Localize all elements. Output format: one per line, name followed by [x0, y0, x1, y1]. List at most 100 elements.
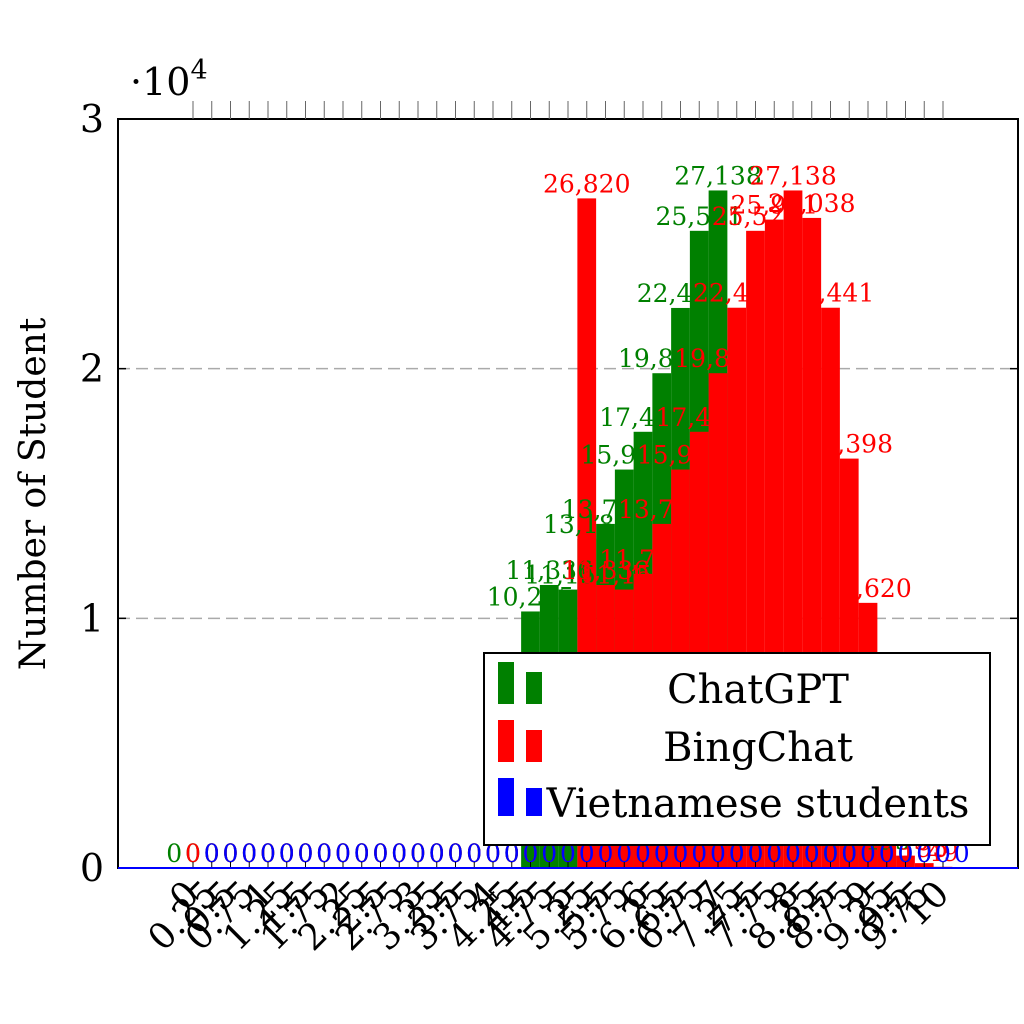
bar-value-label: 0 — [335, 839, 351, 868]
bar-value-label: 13,782 — [562, 495, 649, 524]
bar-value-label: 0 — [373, 839, 389, 868]
bar-value-label: 0 — [748, 839, 764, 868]
bar-value-label: 0 — [485, 839, 501, 868]
y-multiplier-exponent: 4 — [190, 55, 207, 86]
bar-value-label: 0 — [485, 839, 501, 868]
y-tick-label: 2 — [80, 347, 104, 391]
bar-value-label: 0 — [260, 839, 276, 868]
bar-value-label: 0 — [260, 839, 276, 868]
bar-value-label: 22,441 — [787, 279, 874, 308]
bar-value-label: 13,182 — [543, 510, 630, 539]
bar-value-label: 25,971 — [731, 191, 818, 220]
bar-value-label: 0 — [541, 839, 557, 868]
bar-value-label: 0 — [616, 839, 632, 868]
bar-value-label: 0 — [598, 839, 614, 868]
bar-value-label: 0 — [448, 839, 464, 868]
bar-value-label: 0 — [354, 839, 370, 868]
legend-swatch-bingchat-b — [526, 730, 542, 762]
bar-value-label: 0 — [260, 839, 276, 868]
legend-swatch-chatgpt-b — [526, 672, 542, 704]
bar-value-label: 0 — [766, 839, 782, 868]
bar-value-label: 0 — [841, 839, 857, 868]
bar-value-label: 0 — [391, 839, 407, 868]
bar-value-label: 0 — [804, 839, 820, 868]
bar-value-label: 0 — [448, 839, 464, 868]
bar-value-label: 11,782 — [599, 545, 686, 574]
bar-value-label: 0 — [298, 839, 314, 868]
bar-value-label: 0 — [860, 839, 876, 868]
bar-value-label: 10,620 — [824, 574, 911, 603]
bar-value-label: 0 — [916, 839, 932, 868]
bar-value-label: 0 — [635, 839, 651, 868]
bar-value-label: 0 — [391, 839, 407, 868]
bar-value-label: 0 — [204, 839, 220, 868]
bar-value-label: 0 — [410, 839, 426, 868]
bar-value-label: 0 — [298, 839, 314, 868]
legend-box — [483, 652, 991, 846]
bar-value-label: 0 — [560, 839, 576, 868]
bar-value-label: 10,275 — [487, 582, 574, 611]
bar-value-label: 0 — [879, 839, 895, 868]
bar-value-label: 0 — [504, 839, 520, 868]
bar-value-label: 15,959 — [637, 441, 724, 470]
bar-value-label: 0 — [241, 839, 257, 868]
y-multiplier-label: ·104 — [130, 55, 208, 104]
bar-value-label: 0 — [785, 839, 801, 868]
bar-value-label: 0 — [673, 839, 689, 868]
bar-value-label: 22,432 — [637, 279, 724, 308]
bar-value-label: 26,820 — [543, 169, 630, 198]
bar-value-label: 0 — [748, 839, 764, 868]
bar-value-label: 0 — [391, 839, 407, 868]
bar-value-label: 11,336 — [562, 556, 649, 585]
bar-value-label: 0 — [935, 839, 951, 868]
bar-value-label: 0 — [223, 839, 239, 868]
y-tick-label: 3 — [80, 97, 104, 141]
legend-label-vietnamese-students: Vietnamese students — [546, 781, 970, 827]
bar-value-label: 0 — [429, 839, 445, 868]
bar-value-label: 0 — [523, 839, 539, 868]
bar-value-label: 0 — [185, 839, 201, 868]
legend-label-bingchat: BingChat — [663, 725, 853, 771]
legend-swatch-bingchat-a — [498, 720, 514, 762]
bar-value-label: 0 — [204, 839, 220, 868]
bar-value-label: 11,152 — [524, 561, 611, 590]
bar-value-label: 0 — [804, 839, 820, 868]
bar-value-label: 25,521 — [656, 202, 743, 231]
bar-value-label: 0 — [223, 839, 239, 868]
bar-value-label: 0 — [316, 839, 332, 868]
bar-value-label: 17,472 — [599, 403, 686, 432]
bar-value-label: 13,782 — [618, 495, 705, 524]
y-tick-label: 0 — [80, 846, 104, 890]
bar-value-label: 0 — [354, 839, 370, 868]
bar-value-label: 15,959 — [581, 441, 668, 470]
bar-value-label: 0 — [485, 839, 501, 868]
bar-value-label: 0 — [766, 839, 782, 868]
bar-value-label: 11,152 — [581, 561, 668, 590]
bar-value-label: 0 — [785, 839, 801, 868]
bar-value-label: 0 — [579, 839, 595, 868]
legend-swatch-vietnamese-a — [498, 778, 514, 816]
bar-value-label: 16,398 — [806, 430, 893, 459]
bar-value-label: 0 — [898, 839, 914, 868]
bar-value-label: 27,138 — [674, 161, 761, 190]
bar-value-label: 17,472 — [656, 403, 743, 432]
bar-value-label: 0 — [279, 839, 295, 868]
bar-value-label: 0 — [410, 839, 426, 868]
bar-value-label: 0 — [466, 839, 482, 868]
bar-value-label: 0 — [166, 839, 182, 868]
bar-value-label: 0 — [185, 839, 201, 868]
bar-value-label: 0 — [241, 839, 257, 868]
y-tick-label: 1 — [80, 596, 104, 640]
bar-value-label: 0 — [429, 839, 445, 868]
bar-value-label: 0 — [204, 839, 220, 868]
bar-value-label: 22,441 — [693, 279, 780, 308]
bar-value-label: 0 — [335, 839, 351, 868]
bar-value-label: 0 — [710, 839, 726, 868]
bar-value-label: 0 — [223, 839, 239, 868]
bar-value-label: 0 — [316, 839, 332, 868]
bar-value-label: 0 — [560, 839, 576, 868]
bar-value-label: 0 — [298, 839, 314, 868]
bar-bingchat — [896, 855, 915, 868]
bar-value-label: 0 — [954, 839, 970, 868]
